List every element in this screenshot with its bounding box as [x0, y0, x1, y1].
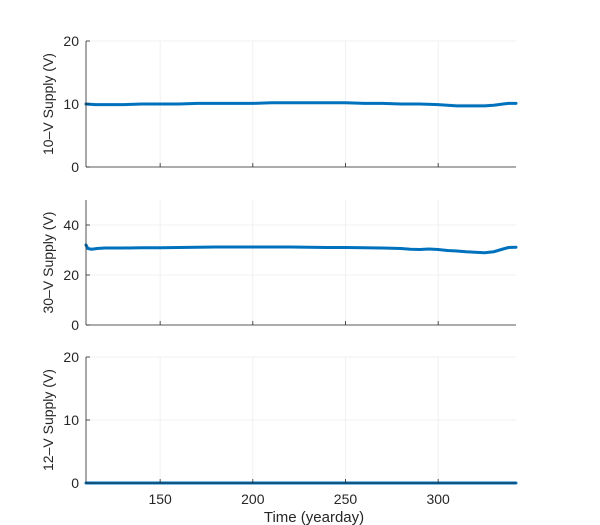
y-tick-label: 10	[63, 96, 79, 112]
plot-panel-2: 0 20 40 30–V Supply (V)	[40, 200, 518, 333]
y-tick-label: 40	[63, 217, 79, 233]
series-line	[84, 243, 518, 255]
y-axis-label: 10–V Supply (V)	[40, 53, 56, 155]
x-tick-label: 200	[241, 491, 265, 507]
y-tick-label: 0	[71, 317, 79, 333]
y-tick-label: 20	[63, 267, 79, 283]
plot-panel-3: 150 200 250 300 0 10 20 12–V Supply (V) Time (ye…	[40, 349, 518, 525]
y-tick-label: 10	[63, 412, 79, 428]
y-tick-label: 20	[63, 33, 79, 49]
plot-panel-1: 0 10 20 10–V Supply (V)	[40, 33, 518, 175]
x-tick-label: 150	[148, 491, 172, 507]
y-tick-label: 0	[71, 159, 79, 175]
y-tick-label: 20	[63, 349, 79, 365]
x-axis-label: Time (yearday)	[264, 509, 364, 525]
y-axis-label: 30–V Supply (V)	[40, 212, 56, 314]
y-tick-label: 0	[71, 475, 79, 491]
series-line	[84, 101, 518, 108]
y-axis-label: 12–V Supply (V)	[40, 369, 56, 471]
x-tick-label: 250	[334, 491, 358, 507]
x-tick-label: 300	[426, 491, 450, 507]
